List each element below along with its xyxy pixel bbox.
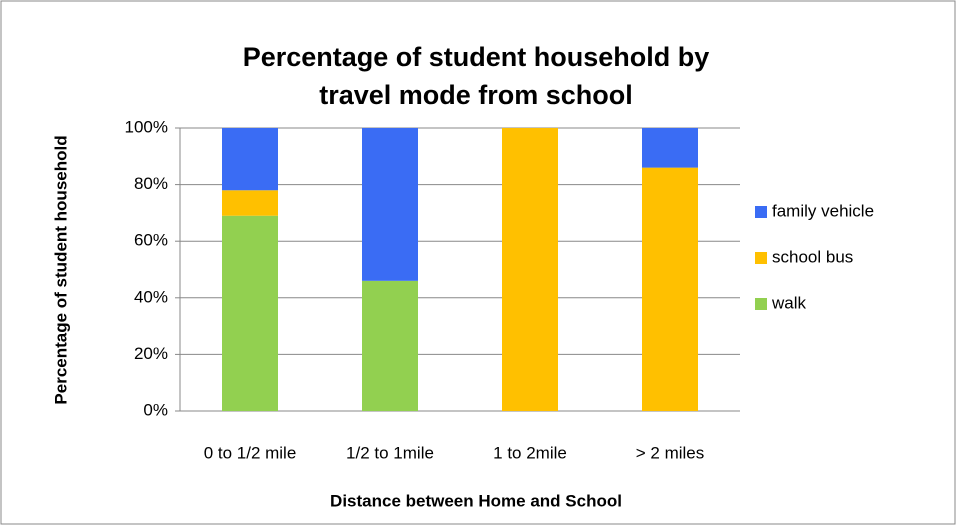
y-tick-label: 80%	[134, 174, 168, 193]
x-axis-title: Distance between Home and School	[330, 491, 622, 510]
y-tick-label: 20%	[134, 344, 168, 363]
x-tick-label: 0 to 1/2 mile	[204, 443, 297, 462]
y-axis-title: Percentage of student household	[51, 135, 70, 404]
bar-segment	[222, 190, 278, 216]
bar-segment	[222, 128, 278, 191]
y-tick-label: 40%	[134, 287, 168, 306]
legend-label: school bus	[772, 247, 853, 266]
y-tick-label: 0%	[143, 400, 168, 419]
bar-segment	[642, 128, 698, 168]
x-tick-label: 1/2 to 1mile	[346, 443, 434, 462]
x-tick-label: 1 to 2mile	[493, 443, 567, 462]
bar-segment	[642, 167, 698, 411]
bar-segment	[222, 215, 278, 411]
bar-segment	[362, 128, 418, 281]
y-tick-label: 60%	[134, 231, 168, 250]
bar-segment	[362, 280, 418, 411]
x-tick-label: > 2 miles	[636, 443, 705, 462]
bar-segment	[502, 128, 558, 411]
legend-swatch	[755, 298, 767, 310]
legend-label: family vehicle	[772, 201, 874, 220]
y-tick-label: 100%	[125, 117, 168, 136]
chart-title: Percentage of student household by trave…	[242, 42, 710, 110]
legend-swatch	[755, 206, 767, 218]
legend-label: walk	[771, 293, 807, 312]
legend-swatch	[755, 252, 767, 264]
